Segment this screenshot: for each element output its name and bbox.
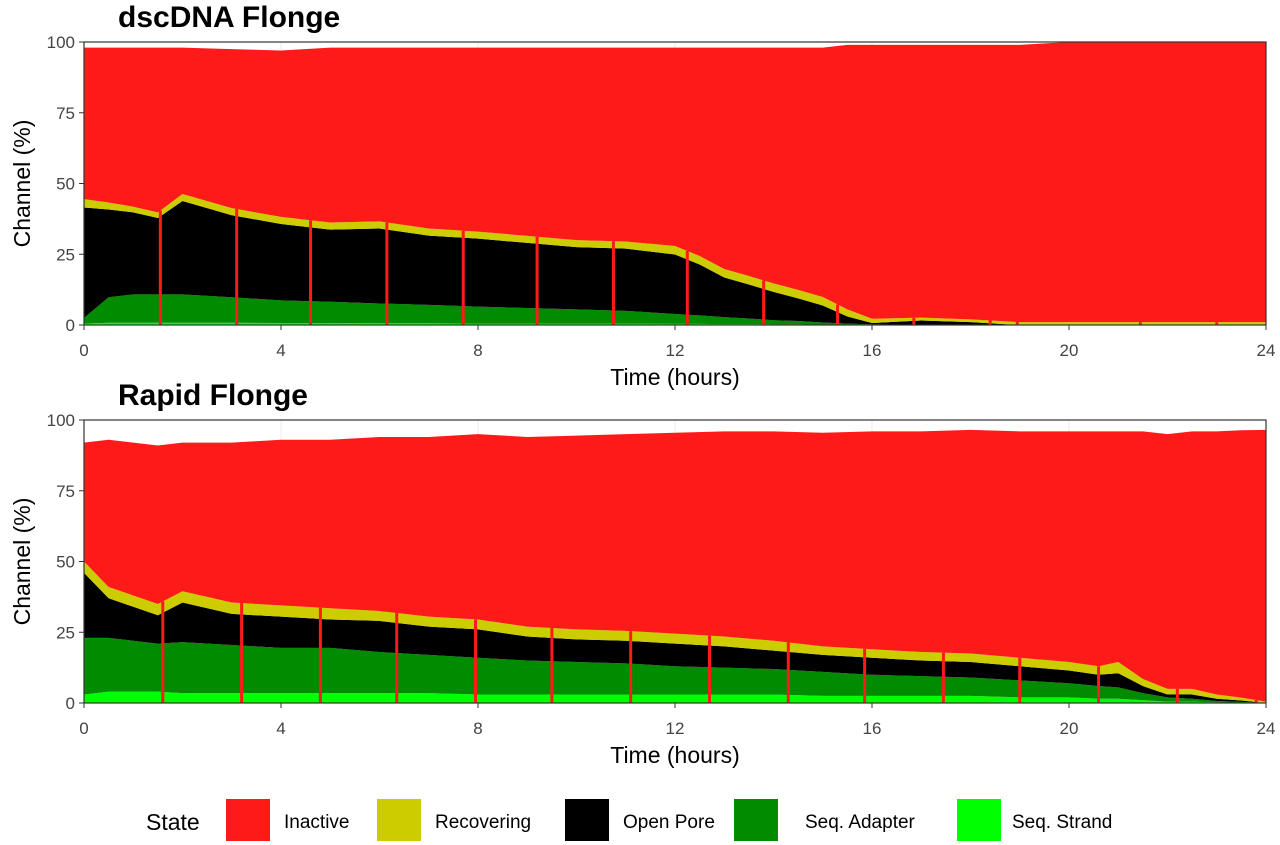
segment-gap: [611, 241, 615, 325]
legend-label: Seq. Strand: [1012, 812, 1112, 833]
segment-gap: [762, 280, 766, 325]
segment-gap: [836, 304, 840, 325]
segment-gap: [1097, 666, 1101, 703]
x-tick-label: 0: [79, 341, 88, 360]
series-seq-strand: [84, 691, 1266, 703]
legend: State Inactive Recovering Open Pore Seq. Ada…: [146, 799, 1112, 841]
segment-gap: [535, 236, 539, 325]
segment-gap: [1015, 322, 1019, 325]
segment-gap: [786, 642, 790, 703]
y-tick-label: 75: [56, 104, 75, 123]
x-tick-label: 8: [473, 719, 482, 738]
x-tick-label: 8: [473, 341, 482, 360]
legend-key-seq-adapter: [734, 799, 778, 841]
y-tick-label: 0: [66, 316, 75, 335]
x-tick-label: 0: [79, 719, 88, 738]
x-tick-label: 4: [276, 341, 285, 360]
series-open-pore: [84, 201, 1266, 325]
x-tick-label: 20: [1060, 341, 1079, 360]
legend-label: Recovering: [435, 812, 531, 833]
y-tick-label: 75: [56, 482, 75, 501]
segment-gap: [474, 619, 478, 703]
y-tick-label: 50: [56, 175, 75, 194]
legend-label: Seq. Adapter: [805, 812, 916, 833]
segment-gap: [912, 317, 916, 325]
legend-key-recovering: [377, 799, 421, 841]
y-tick-label: 25: [56, 623, 75, 642]
y-tick-label: 50: [56, 553, 75, 572]
segment-gap: [1138, 322, 1142, 325]
x-tick-label: 20: [1060, 719, 1079, 738]
segment-gap: [863, 648, 867, 703]
segment-gap: [1175, 688, 1179, 703]
legend-key-seq-strand: [957, 799, 1001, 841]
segment-gap: [685, 250, 689, 325]
segment-gap: [988, 320, 992, 325]
segment-gap: [395, 613, 399, 703]
segment-gap: [1215, 322, 1219, 325]
series-inactive: [84, 42, 1266, 323]
x-tick-label: 24: [1257, 719, 1276, 738]
segment-gap: [240, 603, 244, 703]
series-recovering: [84, 193, 1266, 325]
x-tick-label: 4: [276, 719, 285, 738]
x-tick-label: 16: [863, 719, 882, 738]
series-inactive: [84, 429, 1266, 702]
legend-label: Open Pore: [623, 812, 715, 833]
segment-gap: [629, 631, 633, 703]
y-axis-label: Channel (%): [9, 498, 35, 626]
x-tick-label: 12: [666, 719, 685, 738]
panel-rapid: 0 25 50 75 100 0 4 8 12 16 20 24 Rapid Flonge Time (h…: [9, 379, 1275, 768]
stacked-areas: [84, 429, 1266, 703]
segment-gap: [161, 601, 165, 703]
x-axis-label: Time (hours): [610, 742, 740, 768]
legend-label: Inactive: [284, 812, 349, 833]
segment-gap: [941, 652, 945, 703]
legend-key-inactive: [226, 799, 270, 841]
y-axis-label: Channel (%): [9, 120, 35, 248]
stacked-areas: [84, 42, 1266, 325]
segment-gap: [707, 635, 711, 703]
chart-title: Rapid Flonge: [118, 379, 308, 412]
x-axis-label: Time (hours): [610, 364, 740, 390]
series-seq-adapter: [84, 637, 1266, 703]
segment-gap: [550, 628, 554, 703]
x-tick-label: 12: [666, 341, 685, 360]
segment-gap: [461, 230, 465, 325]
segment-gap: [385, 222, 389, 325]
series-seq-adapter: [84, 294, 1266, 325]
segment-gap: [1254, 700, 1258, 703]
segment-gap: [309, 220, 313, 325]
series-open-pore: [84, 572, 1266, 703]
x-tick-label: 16: [863, 341, 882, 360]
y-tick-label: 100: [47, 411, 75, 430]
segment-gap: [1018, 657, 1022, 703]
segment-gap: [158, 210, 162, 325]
segment-gap: [318, 607, 322, 703]
legend-title: State: [146, 809, 200, 835]
segment-gap: [235, 208, 239, 325]
y-tick-label: 100: [47, 33, 75, 52]
chart-title: dscDNA Flonge: [118, 1, 340, 34]
legend-key-open-pore: [565, 799, 609, 841]
x-tick-label: 24: [1257, 341, 1276, 360]
y-tick-label: 0: [66, 694, 75, 713]
y-tick-label: 25: [56, 245, 75, 264]
panel-dscdna: 0 25 50 75 100 0 4 8 12 16 20 24 dscDNA Flonge Time (…: [9, 1, 1275, 390]
